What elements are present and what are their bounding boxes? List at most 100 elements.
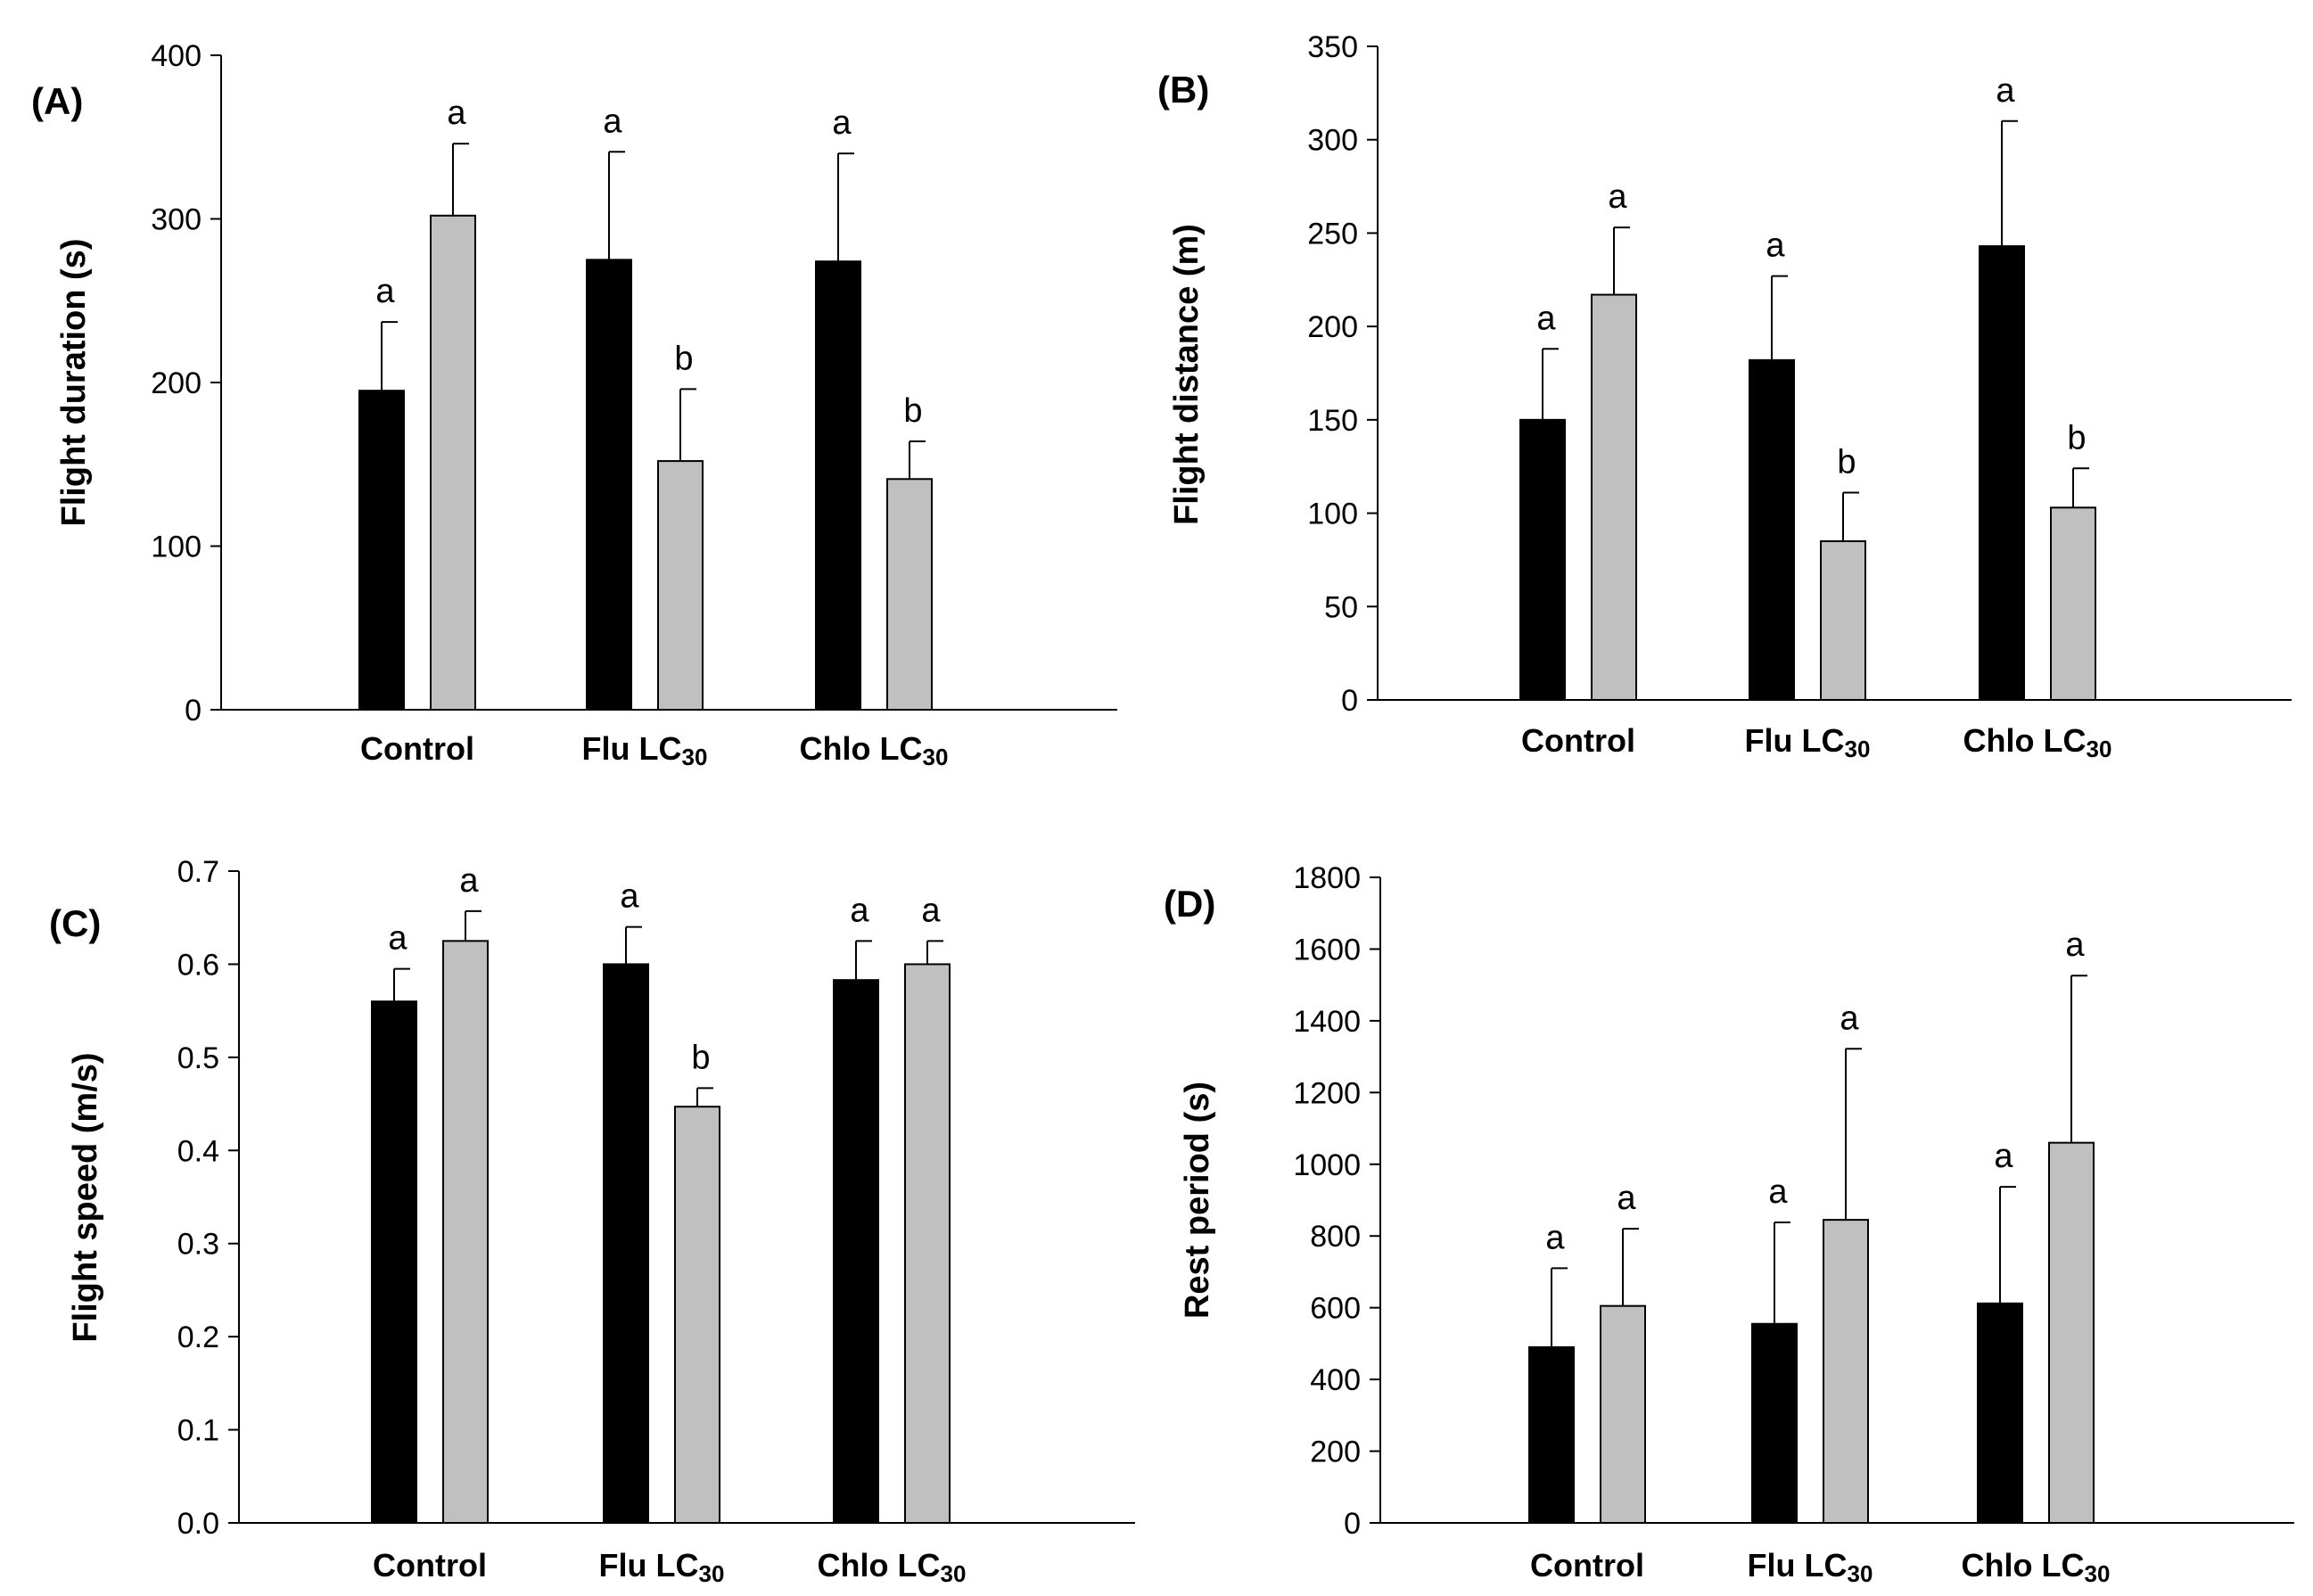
- bar-series-gray: [674, 1106, 720, 1525]
- bar-series-gray: [1591, 293, 1637, 701]
- y-tick-label: 250: [1307, 217, 1358, 251]
- significance-letter: a: [1608, 178, 1627, 216]
- y-tick-label: 0: [1341, 684, 1358, 718]
- significance-letter: a: [1996, 72, 2015, 110]
- significance-letter: a: [603, 103, 622, 140]
- bar-series-gray: [1820, 539, 1866, 701]
- panel-b: 0 50 100 150 200 250 300 350 Flight distance (m)…: [1157, 30, 2292, 762]
- y-tick-label: 1600: [1293, 933, 1361, 967]
- significance-letter: a: [1545, 1219, 1565, 1256]
- y-tick-label: 200: [151, 366, 202, 400]
- significance-letter: a: [832, 104, 852, 142]
- y-tick-label: 400: [1310, 1363, 1361, 1397]
- bar-series-gray: [904, 963, 951, 1524]
- panel-d: 0 200 400 600 800 1000 1200 1400 1600 1800 Rest pe…: [1164, 861, 2294, 1587]
- significance-letter: a: [1766, 227, 1785, 265]
- bar-series-black: [371, 1000, 417, 1524]
- significance-letter: b: [2067, 419, 2086, 457]
- y-tick-label: 0.6: [177, 948, 219, 982]
- significance-letter: a: [459, 862, 479, 900]
- category-label: Chlo LC30: [800, 730, 949, 770]
- category-label: Chlo LC30: [1962, 1547, 2111, 1587]
- y-axis-label: Flight duration (s): [55, 239, 93, 527]
- significance-letter: a: [375, 273, 395, 310]
- y-tick-label: 0.4: [177, 1134, 219, 1168]
- significance-letter: a: [1994, 1138, 2013, 1175]
- y-tick-label: 100: [151, 531, 202, 564]
- panel-label: (A): [31, 80, 83, 122]
- significance-letter: a: [1617, 1180, 1636, 1217]
- significance-letter: a: [1536, 300, 1556, 337]
- significance-letter: a: [620, 878, 639, 916]
- significance-letter: b: [1837, 444, 1856, 481]
- category-label: Flu LC30: [1745, 722, 1871, 762]
- panel-label: (D): [1164, 883, 1215, 925]
- significance-letter: b: [691, 1039, 710, 1076]
- significance-letter: a: [850, 892, 869, 929]
- category-label: Chlo LC30: [818, 1547, 967, 1587]
- y-axis-label: Flight speed (m/s): [67, 1052, 104, 1342]
- bar-series-black: [358, 390, 405, 711]
- panel-a: 0 100 200 300 400 Flight duration (s) (A) a a a a b…: [31, 39, 1117, 770]
- significance-letter: b: [674, 340, 693, 377]
- category-label: Flu LC30: [1748, 1547, 1873, 1587]
- bar-series-black: [1749, 358, 1795, 701]
- category-label: Control: [1530, 1547, 1644, 1584]
- bar-series-black: [815, 260, 861, 711]
- y-tick-label: 0: [185, 694, 202, 728]
- bar-series-gray: [442, 940, 489, 1524]
- y-tick-label: 0.5: [177, 1041, 219, 1075]
- y-axis-label: Flight distance (m): [1168, 224, 1206, 525]
- category-label: Chlo LC30: [1963, 722, 2112, 762]
- bar-series-black: [1528, 1345, 1575, 1525]
- y-tick-label: 300: [151, 203, 202, 237]
- y-tick-label: 400: [151, 39, 202, 73]
- significance-letter: a: [447, 95, 466, 132]
- y-tick-label: 800: [1310, 1220, 1361, 1254]
- y-tick-label: 100: [1307, 498, 1358, 531]
- y-axis-label: Rest period (s): [1179, 1082, 1216, 1319]
- panel-c: 0.0 0.1 0.2 0.3 0.4 0.5 0.6 0.7 Flight speed (m/…: [49, 855, 1135, 1587]
- panel-label: (B): [1157, 69, 1209, 111]
- bar-series-black: [833, 979, 879, 1524]
- y-tick-label: 1800: [1293, 861, 1361, 895]
- bar-series-black: [1751, 1322, 1798, 1525]
- significance-letter: a: [2065, 926, 2085, 964]
- category-label: Control: [360, 730, 474, 767]
- bar-series-black: [1519, 418, 1566, 701]
- category-label: Flu LC30: [582, 730, 708, 770]
- category-label: Control: [373, 1547, 487, 1584]
- bar-series-black: [586, 259, 632, 711]
- y-tick-label: 150: [1307, 404, 1358, 438]
- significance-letter: a: [1768, 1173, 1788, 1211]
- significance-letter: a: [388, 920, 407, 958]
- bar-series-gray: [430, 214, 476, 711]
- y-tick-label: 0: [1344, 1507, 1361, 1541]
- y-tick-label: 1200: [1293, 1076, 1361, 1110]
- bar-series-gray: [2050, 506, 2096, 701]
- y-tick-label: 350: [1307, 30, 1358, 64]
- category-label: Flu LC30: [599, 1547, 725, 1587]
- category-label: Control: [1521, 722, 1635, 759]
- y-tick-label: 0.2: [177, 1320, 219, 1354]
- bar-series-gray: [886, 478, 933, 711]
- bar-series-gray: [2048, 1141, 2095, 1524]
- y-tick-label: 50: [1324, 590, 1358, 624]
- significance-letter: a: [1840, 1000, 1859, 1037]
- bar-series-gray: [657, 460, 704, 712]
- bar-series-gray: [1823, 1219, 1869, 1524]
- y-tick-label: 300: [1307, 124, 1358, 158]
- y-tick-label: 0.7: [177, 855, 219, 889]
- panel-label: (C): [49, 902, 101, 944]
- bar-series-gray: [1600, 1304, 1646, 1524]
- y-tick-label: 1400: [1293, 1005, 1361, 1039]
- bar-series-black: [603, 963, 649, 1524]
- y-tick-label: 600: [1310, 1292, 1361, 1326]
- y-tick-label: 0.1: [177, 1414, 219, 1448]
- bar-series-black: [1979, 245, 2025, 701]
- y-tick-label: 200: [1310, 1436, 1361, 1469]
- y-tick-label: 1000: [1293, 1148, 1361, 1182]
- bar-series-black: [1977, 1302, 2023, 1524]
